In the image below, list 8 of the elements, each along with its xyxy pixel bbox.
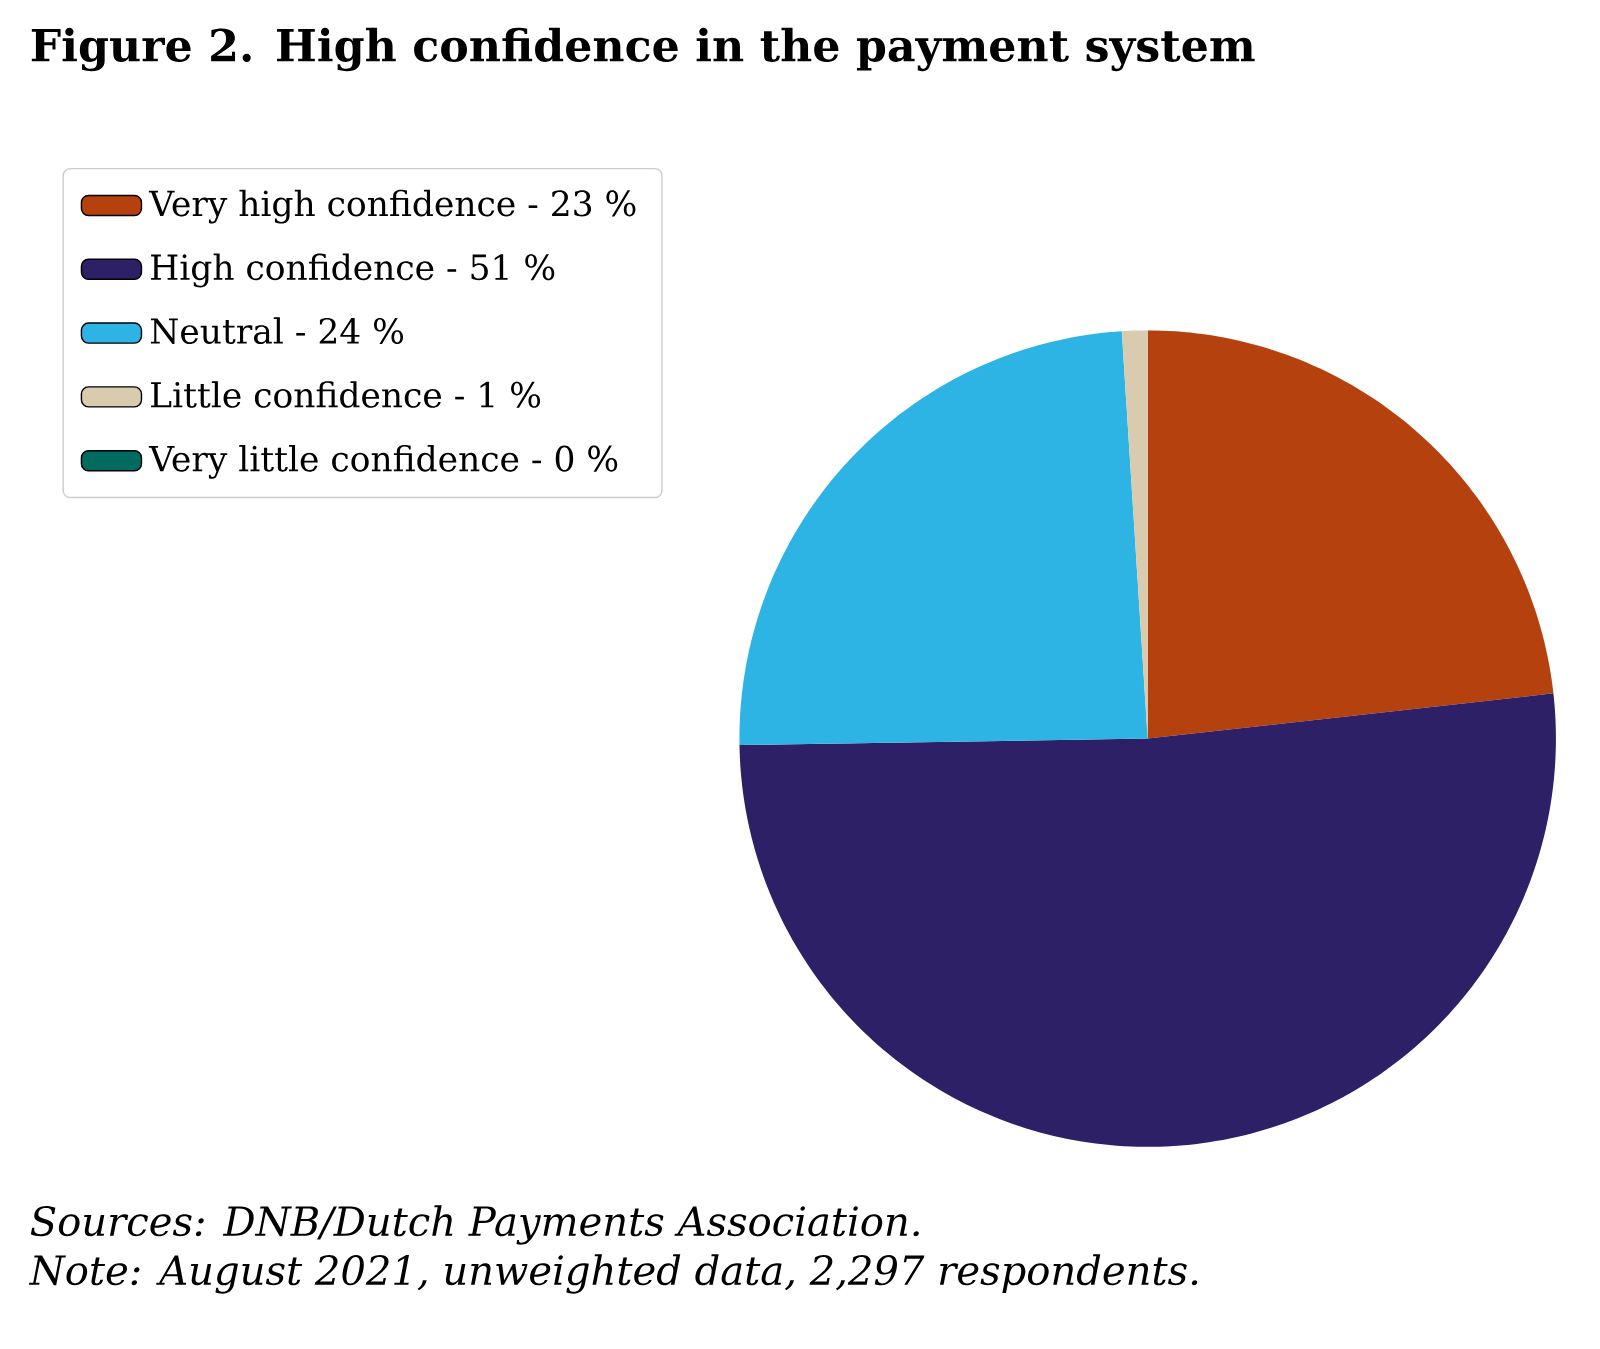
legend-label: Very high confidence - 23 % — [148, 189, 636, 224]
source-note: Sources: DNB/Dutch Payments Association. — [30, 1205, 919, 1245]
legend-label: Neutral - 24 % — [150, 317, 404, 345]
legend-label: Little confidence - 1 % — [151, 381, 541, 408]
chart-title: Figure 2. High confidence in the payment system — [31, 27, 1255, 72]
legend-label: Very little confidence - 0 % — [148, 444, 618, 479]
text: Note: August 2021, unweighted data, 2,297 respondents. — [28, 1254, 1198, 1294]
legend-label: High confidence - 51 % — [151, 253, 555, 288]
